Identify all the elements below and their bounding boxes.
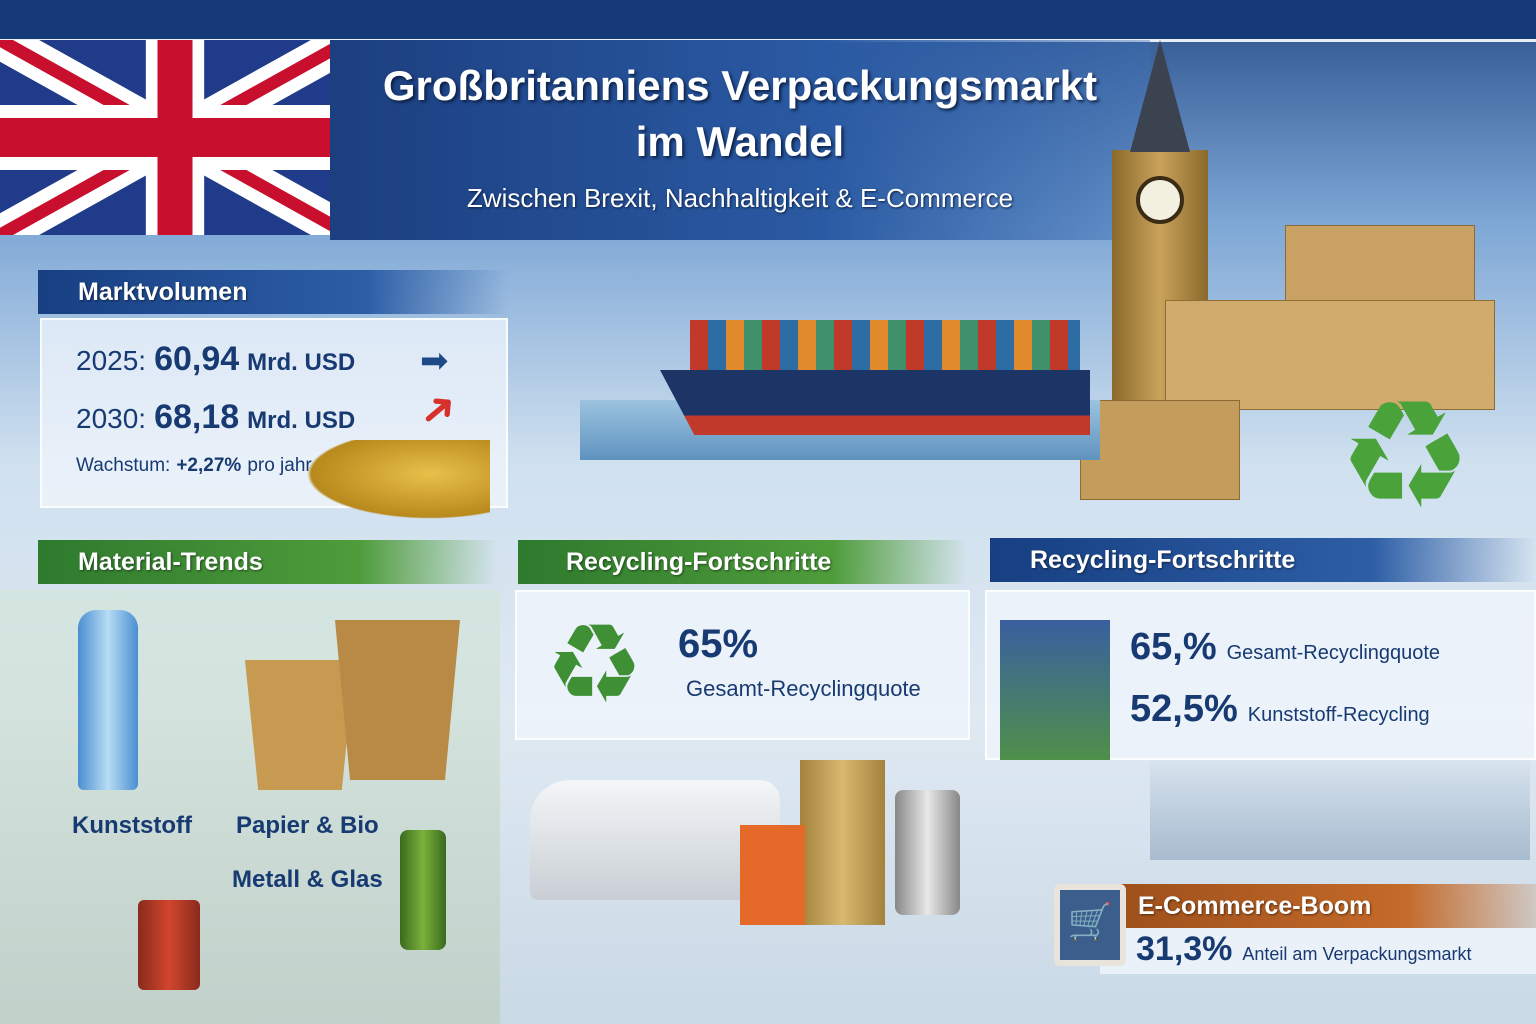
recycling-mid-heading: Recycling-Fortschritte — [518, 540, 968, 584]
coins-illustration — [290, 440, 490, 525]
ecommerce-value: 31,3% — [1136, 930, 1233, 968]
ecommerce-panel — [1100, 928, 1536, 974]
recycling-plant-illustration — [1000, 620, 1110, 760]
title-banner — [330, 40, 1150, 240]
material-plastic-label: Kunststoff — [72, 812, 192, 839]
materials-heading: Material-Trends — [38, 540, 498, 584]
recycling-plastic-value: 52,5% — [1130, 688, 1238, 730]
ecommerce-label: Anteil am Verpackungsmarkt — [1242, 944, 1472, 964]
recycling-plastic-label: Kunststoff-Recycling — [1247, 704, 1430, 726]
material-metal-label: Metall & Glas — [232, 866, 383, 893]
cardboard-box — [1080, 400, 1240, 500]
recycling-plastic-row: 52,5% Kunststoff-Recycling — [1130, 688, 1430, 731]
top-bar — [0, 0, 1536, 42]
recycle-icon: ♻ — [545, 603, 644, 726]
recycling-total-value: 65,% — [1130, 626, 1217, 668]
recycling-mid-value: 65% — [678, 622, 759, 666]
steel-can-illustration — [895, 790, 960, 915]
recycling-total-row: 65,% Gesamt-Recyclingquote — [1130, 626, 1440, 669]
city-skyline-illustration — [1150, 760, 1530, 860]
page-subtitle: Zwischen Brexit, Nachhaltigkeit & E-Comm… — [466, 183, 1014, 213]
ecommerce-heading: E-Commerce-Boom — [1100, 884, 1536, 928]
kraft-pouch-illustration — [800, 760, 885, 925]
union-jack-flag-icon — [0, 40, 350, 235]
glass-bottle-illustration — [400, 830, 446, 950]
delivery-van-illustration — [530, 780, 780, 900]
recycling-mid-label: Gesamt-Recyclingquote — [686, 676, 921, 701]
page-title: Großbritanniens Verpackungsmarkt im Wande… — [382, 62, 1098, 165]
metal-can-illustration — [138, 900, 200, 990]
market-2030-row: 2030: 68,18 Mrd. USD — [76, 398, 356, 436]
recycle-icon: ♻ — [1337, 371, 1473, 539]
arrow-right-icon: ➡ — [420, 342, 449, 380]
recycling-right-heading: Recycling-Fortschritte — [990, 538, 1536, 582]
paper-cup-illustration — [335, 620, 460, 780]
orange-package-illustration — [740, 825, 805, 925]
recycling-total-label: Gesamt-Recyclingquote — [1226, 642, 1441, 664]
market-2025-row: 2025: 60,94 Mrd. USD — [76, 340, 356, 378]
paper-cup-illustration — [245, 660, 355, 790]
growth-row: Wachstum: +2,27% pro jahr — [76, 455, 312, 476]
ecommerce-row: 31,3% Anteil am Verpackungsmarkt — [1136, 930, 1472, 969]
clock-icon — [1136, 176, 1184, 224]
plastic-bottle-illustration — [78, 610, 138, 790]
container-ship-illustration — [660, 370, 1090, 435]
market-heading: Marktvolumen — [38, 270, 508, 314]
shopping-cart-icon: 🛒 — [1054, 884, 1126, 966]
cardboard-box — [1165, 300, 1495, 410]
material-paper-label: Papier & Bio — [236, 812, 379, 839]
recycling-mid-panel — [515, 590, 970, 740]
